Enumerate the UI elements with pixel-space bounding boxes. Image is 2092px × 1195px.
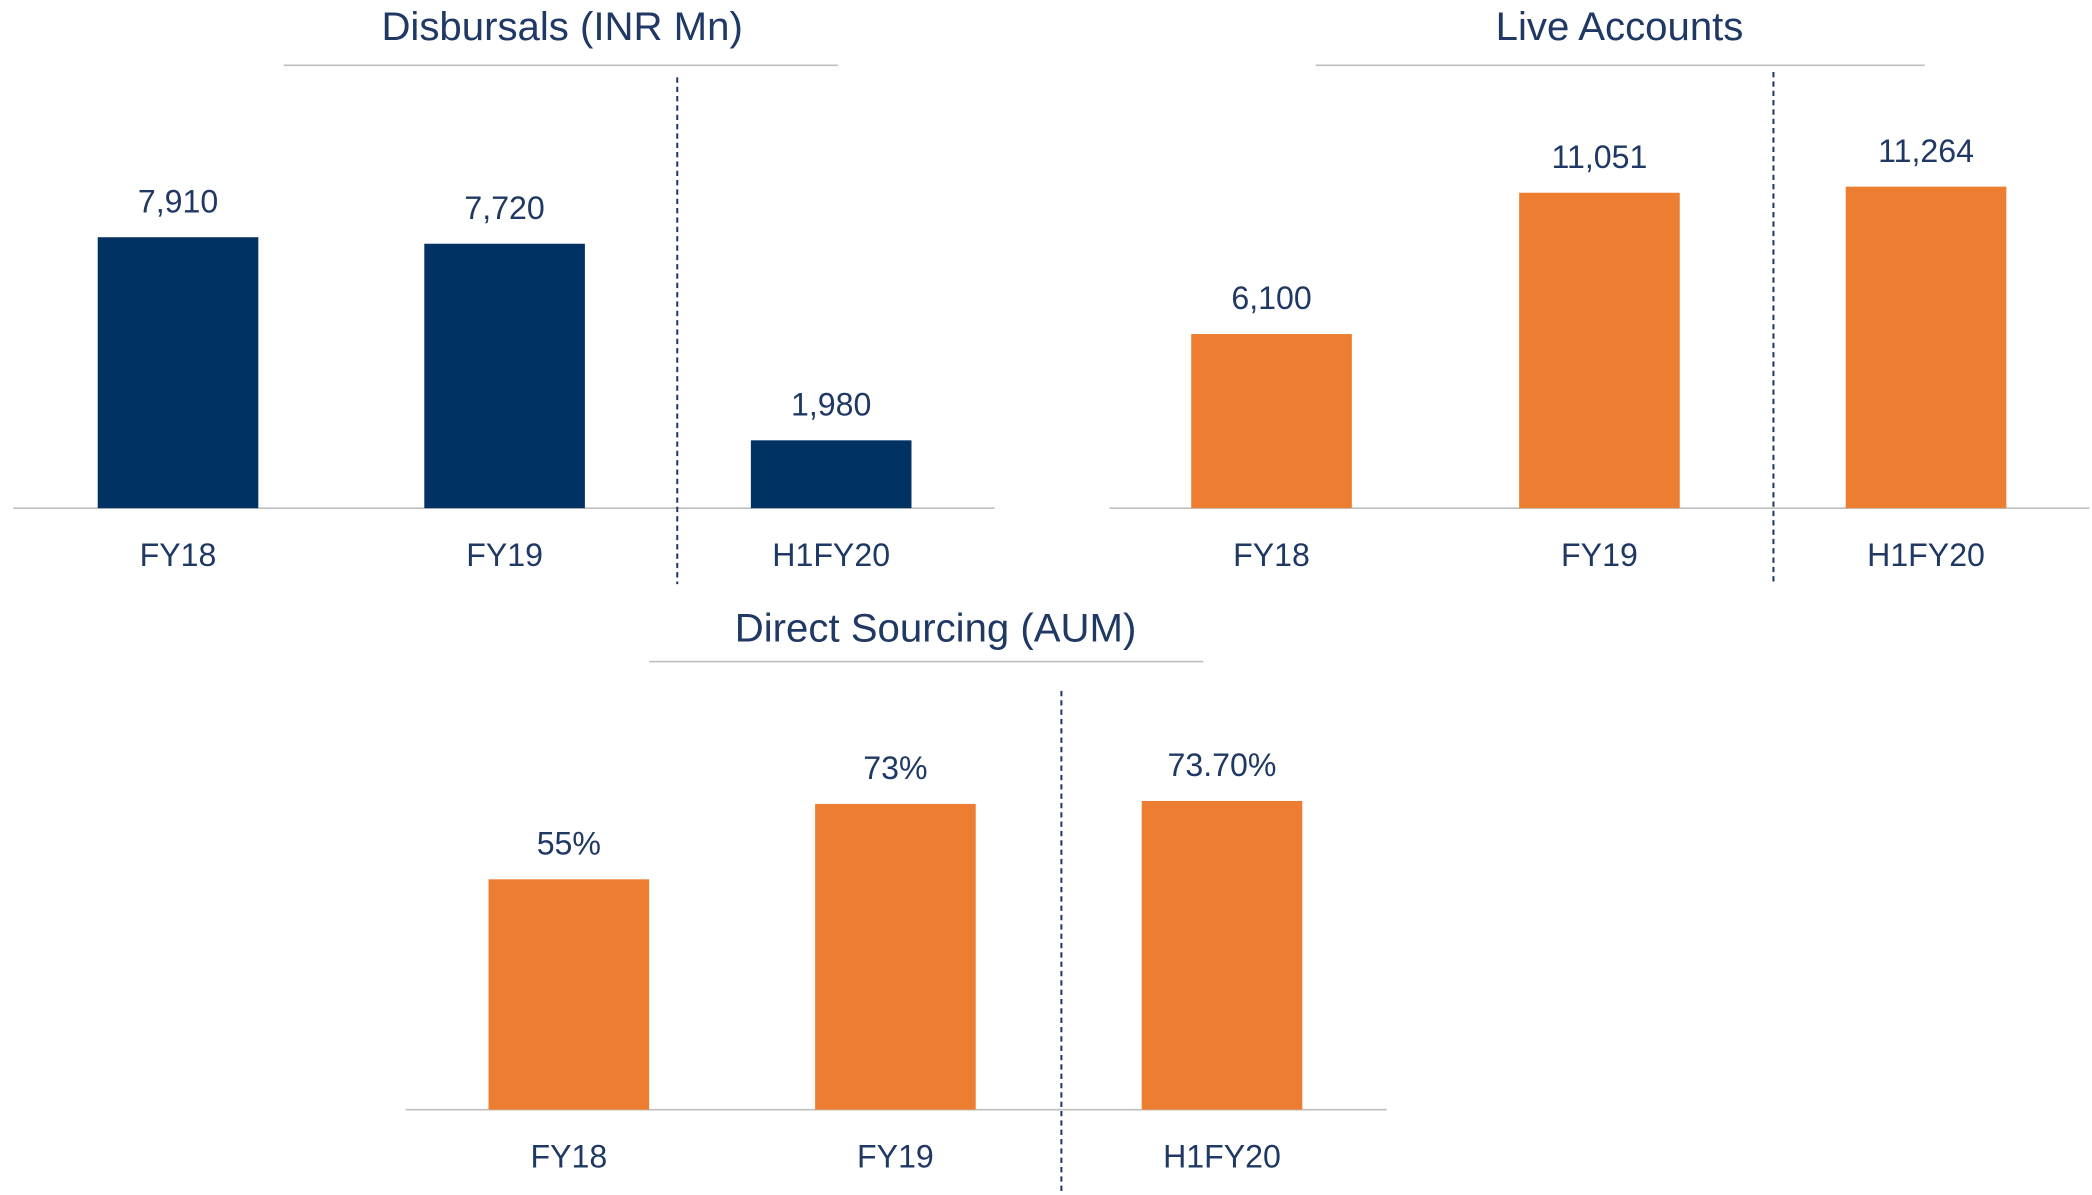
chart-title: Disbursals (INR Mn) bbox=[381, 5, 742, 49]
data-label: 73% bbox=[863, 750, 927, 786]
bar bbox=[1845, 186, 2007, 509]
x-tick-label: FY19 bbox=[1561, 537, 1638, 573]
bar bbox=[1191, 334, 1352, 509]
x-tick-label: FY19 bbox=[466, 537, 543, 573]
data-label: 7,910 bbox=[138, 183, 218, 219]
data-label: 11,264 bbox=[1878, 133, 1974, 169]
data-label: 11,051 bbox=[1552, 139, 1648, 175]
bar bbox=[750, 440, 912, 509]
bar bbox=[815, 803, 976, 1110]
bar bbox=[488, 879, 650, 1110]
x-tick-label: H1FY20 bbox=[1867, 537, 1985, 573]
x-tick-label: FY18 bbox=[1233, 537, 1310, 573]
data-label: 7,720 bbox=[464, 190, 544, 226]
x-tick-label: H1FY20 bbox=[1163, 1138, 1281, 1174]
data-label: 73.70% bbox=[1168, 747, 1277, 783]
x-tick-label: FY18 bbox=[530, 1138, 607, 1174]
x-tick-label: FY19 bbox=[857, 1138, 934, 1174]
bar bbox=[1519, 192, 1680, 509]
bar bbox=[97, 237, 259, 509]
x-tick-label: FY18 bbox=[140, 537, 217, 573]
bar bbox=[424, 243, 585, 509]
chart-title: Direct Sourcing (AUM) bbox=[735, 606, 1137, 650]
bar bbox=[1141, 800, 1303, 1110]
data-label: 55% bbox=[537, 825, 601, 861]
data-label: 6,100 bbox=[1231, 280, 1311, 316]
chart-title: Live Accounts bbox=[1496, 5, 1744, 49]
x-tick-label: H1FY20 bbox=[772, 537, 890, 573]
data-label: 1,980 bbox=[791, 386, 871, 422]
